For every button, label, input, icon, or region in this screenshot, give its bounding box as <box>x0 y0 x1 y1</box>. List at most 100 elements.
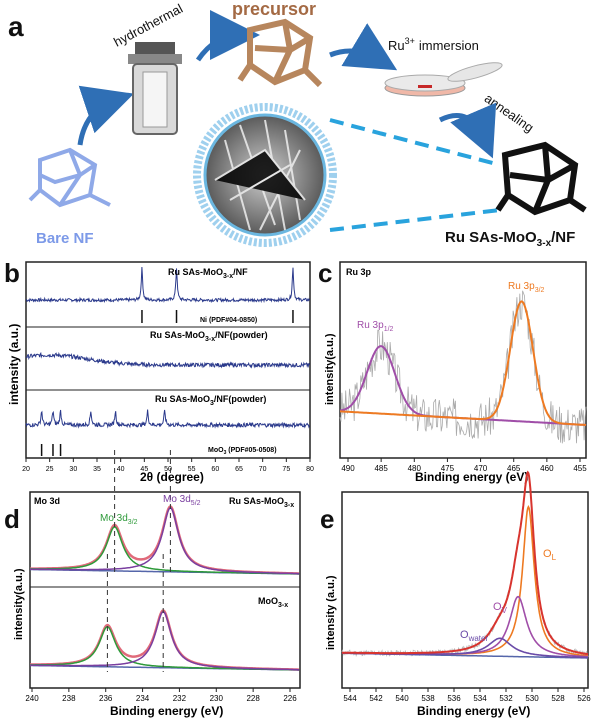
x-tick-label: 528 <box>551 694 565 703</box>
zoom-line-bottom <box>329 208 501 232</box>
x-tick-label: 55 <box>188 466 196 473</box>
d-sample-top: Ru SAs-MoO3-x <box>229 496 294 509</box>
panel-label-e: e <box>320 504 334 534</box>
x-tick-label: 490 <box>341 464 355 473</box>
x-ticks-b: 20 25 30 35 40 45 50 55 60 65 70 75 80 <box>22 458 314 473</box>
zoom-line-top <box>329 118 501 167</box>
e-peak-component <box>341 595 588 658</box>
x-tick-label: 228 <box>246 694 260 703</box>
x-tick-label: 536 <box>447 694 461 703</box>
x-tick-label: 40 <box>117 466 125 473</box>
b-ylabel: intensity (a.u.) <box>7 324 21 405</box>
b-ref1-label: Ni (PDF#04-0850) <box>200 317 257 324</box>
xrd-trace-moo3-powder <box>25 409 310 429</box>
x-tick-label: 65 <box>235 466 243 473</box>
x-tick-label: 485 <box>374 464 388 473</box>
plot-frame-c <box>339 261 587 459</box>
x-tick-label: 70 <box>259 466 267 473</box>
c-ylabel: intensity(a.u.) <box>324 333 336 405</box>
x-tick-label: 20 <box>22 466 30 473</box>
x-tick-label: 475 <box>441 464 455 473</box>
panel-label-c: c <box>318 258 332 288</box>
plot-frame-d <box>29 491 301 689</box>
panel-b: b Ru SAs-MoO3-x/NF Ni (PDF#04-0850) Ru S… <box>4 258 314 484</box>
xrd-trace-nf <box>25 266 310 304</box>
x-tick-label: 30 <box>69 466 77 473</box>
autoclave-icon <box>128 42 182 135</box>
c-xlabel: Binding energy (eV) <box>415 470 528 484</box>
x-tick-label: 470 <box>474 464 488 473</box>
d-title: Mo 3d <box>34 496 60 506</box>
x-ticks-c: 490 485 480 475 470 465 460 455 <box>341 458 587 473</box>
panel-a: a Bare NF hydrothermal precursor <box>8 0 587 249</box>
d-sample-bottom: MoO3-x <box>258 596 288 609</box>
x-tick-label: 75 <box>282 466 290 473</box>
e-curves <box>341 470 589 659</box>
x-tick-label: 226 <box>283 694 297 703</box>
d-peak2-label: Mo 3d5/2 <box>163 494 201 507</box>
bare-nf-label: Bare NF <box>36 230 94 247</box>
panel-label-d: d <box>4 504 20 534</box>
c-raw-spectrum <box>339 290 587 444</box>
d-curves <box>30 450 300 672</box>
e-xlabel: Binding energy (eV) <box>417 704 530 718</box>
b-series1-label: Ru SAs-MoO3-x/NF <box>168 267 248 280</box>
x-tick-label: 480 <box>408 464 422 473</box>
panel-label-b: b <box>4 258 20 288</box>
d-xlabel: Binding energy (eV) <box>110 704 223 718</box>
d-peak1-label: Mo 3d3/2 <box>100 513 138 526</box>
b-xlabel: 2θ (degree) <box>140 470 204 484</box>
d-top-peak-3d52 <box>30 506 300 575</box>
product-foam-icon <box>495 141 587 216</box>
x-tick-label: 526 <box>577 694 591 703</box>
x-tick-label: 234 <box>136 694 150 703</box>
e-label-owater: Owater <box>460 629 488 643</box>
d-bottom-peak-3d52 <box>30 610 300 671</box>
x-tick-label: 50 <box>164 466 172 473</box>
x-tick-label: 240 <box>25 694 39 703</box>
x-tick-label: 534 <box>473 694 487 703</box>
x-tick-label: 60 <box>211 466 219 473</box>
x-tick-label: 455 <box>573 464 587 473</box>
x-tick-label: 544 <box>343 694 357 703</box>
arrow-to-immersion <box>329 23 398 71</box>
x-tick-label: 530 <box>525 694 539 703</box>
b-series2-label: Ru SAs-MoO3-x/NF(powder) <box>150 330 268 343</box>
panel-e: e OL OV Owater 544 542 540 538 536 534 532 530 5… <box>320 470 591 718</box>
arrow-to-product <box>438 102 497 159</box>
plot-frame-b <box>25 261 311 459</box>
x-tick-label: 465 <box>507 464 521 473</box>
x-tick-label: 230 <box>210 694 224 703</box>
x-tick-label: 538 <box>421 694 435 703</box>
x-ticks-d: 240 238 236 234 232 230 228 226 <box>25 688 297 703</box>
e-ylabel: intensity (a.u.) <box>325 575 337 650</box>
d-bottom-envelope <box>30 609 300 671</box>
e-envelope <box>342 470 589 656</box>
x-tick-label: 25 <box>46 466 54 473</box>
panel-d: d Mo 3d Ru SAs-MoO3-x MoO3-x Mo 3d3/2 Mo… <box>4 450 301 718</box>
arrow-to-hydrothermal <box>77 85 134 146</box>
d-ylabel: intensity(a.u.) <box>13 568 25 640</box>
panel-label-a: a <box>8 11 24 42</box>
b-series3-label: Ru SAs-MoO3/NF(powder) <box>155 394 266 407</box>
panel-c: c Ru 3p Ru 3p1/2 Ru 3p3/2 490 485 480 475 47… <box>318 258 587 484</box>
plot-frame-e <box>341 491 589 689</box>
annealing-label: annealing <box>482 91 537 136</box>
x-ticks-e: 544 542 540 538 536 534 532 530 528 526 <box>343 688 591 703</box>
e-label-ov: OV <box>493 601 508 615</box>
c-peak-3p32 <box>340 300 587 426</box>
arrow-to-precursor <box>195 10 260 62</box>
x-tick-label: 238 <box>62 694 76 703</box>
petri-dish-icon <box>384 62 503 97</box>
c-peak2-label: Ru 3p3/2 <box>508 281 545 294</box>
c-title: Ru 3p <box>346 267 372 277</box>
sem-image-circle <box>193 103 337 247</box>
c-peak1-label: Ru 3p1/2 <box>357 320 394 333</box>
x-tick-label: 542 <box>369 694 383 703</box>
x-tick-label: 45 <box>140 466 148 473</box>
bare-nf-foam-icon <box>28 147 111 208</box>
x-tick-label: 540 <box>395 694 409 703</box>
d-bottom-peak-3d32 <box>30 626 300 671</box>
xrd-trace-powder <box>25 351 310 369</box>
